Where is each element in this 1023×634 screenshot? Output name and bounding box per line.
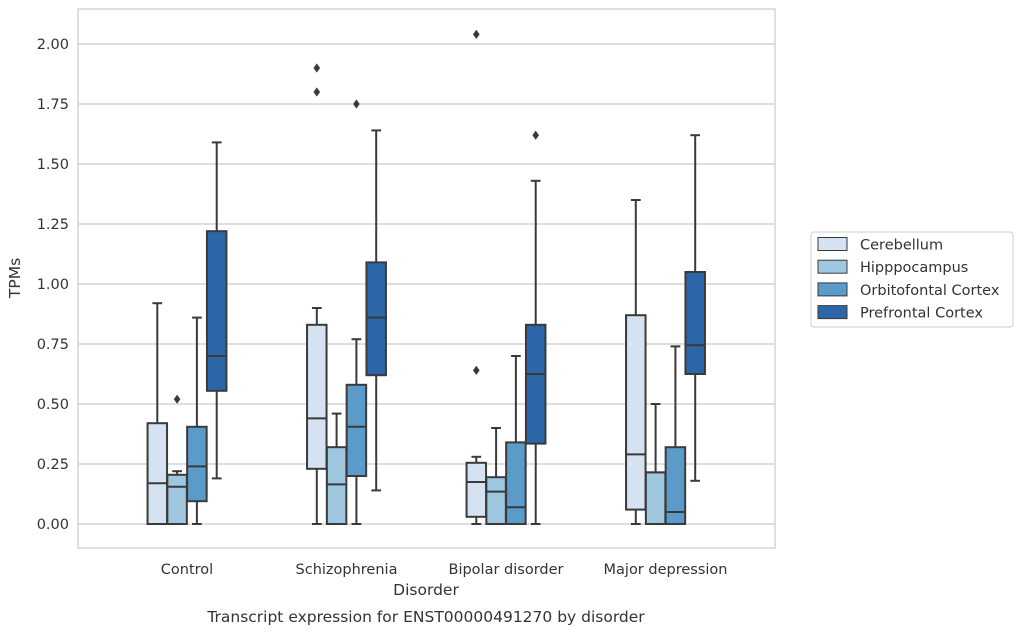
box-body [166,473,188,525]
boxes [146,29,706,526]
box-body [485,476,507,526]
legend-label: Prefrontal Cortex [860,306,983,322]
box-body [345,383,368,477]
y-tick-label: 1.00 [37,277,69,293]
box-body [325,446,348,526]
legend-label: Orbitofontal Cortex [860,283,1000,299]
y-tick-label: 1.75 [37,97,69,113]
box-body [524,323,547,445]
outlier-marker [313,87,321,97]
x-tick-label: Bipolar disorder [449,562,564,578]
outlier-marker [532,130,540,140]
legend: Cerebellum Hipppocampus Orbitofontal Corte… [810,231,1014,328]
box-prefrontal-cortex [684,134,706,482]
box-hipppocampus [485,427,507,526]
outlier-marker [472,365,480,375]
box-body [205,230,228,392]
box-orbitofontal-cortex [186,316,208,525]
legend-swatch [817,282,848,297]
box-hipppocampus [166,394,188,525]
box-body [306,323,328,470]
legend-frame [810,231,1014,328]
box-cerebellum [146,302,169,526]
y-tick-label: 1.50 [37,157,69,173]
outlier-marker [313,63,321,73]
legend-label: Hipppocampus [860,260,968,276]
box-prefrontal-cortex [365,129,387,492]
box-orbitofontal-cortex [664,345,687,526]
y-tick-label: 0.50 [37,397,69,413]
box-orbitofontal-cortex [505,355,527,525]
y-tick-label: 0.25 [37,457,69,473]
y-tick-label: 1.25 [37,217,69,233]
outlier-marker [353,99,360,109]
outlier-marker [173,394,181,404]
box-hipppocampus [325,412,348,526]
x-tick-label: Schizophrenia [296,562,398,578]
box-orbitofontal-cortex [345,99,368,525]
legend-label: Cerebellum [860,238,943,254]
y-tick-label: 0.00 [37,517,69,533]
y-tick-labels: 0.00 0.25 0.50 0.75 1.00 1.25 1.50 1.75 2.00 [37,37,69,533]
box-body [505,441,527,525]
legend-swatch [817,237,848,251]
legend-swatch [817,305,848,320]
box-body [365,261,387,377]
legend-swatch [817,259,848,274]
chart-caption: Transcript expression for ENST0000049127… [206,608,645,626]
box-prefrontal-cortex [205,141,228,480]
y-axis-title: TPMs [6,258,24,299]
x-tick-label: Control [161,562,213,578]
box-body [186,425,208,503]
box-body [146,422,169,526]
y-tick-label: 0.75 [37,337,69,353]
box-body [644,471,667,525]
box-body [684,271,706,375]
plot-frame [77,8,776,549]
outlier-marker [472,29,480,39]
box-cerebellum [625,199,647,525]
box-cerebellum [306,63,328,525]
box-cerebellum [465,29,488,525]
x-tick-label: Major depression [604,562,728,578]
box-body [465,461,488,518]
x-axis-title: Disorder [393,581,459,599]
x-tick-labels: Control Schizophrenia Bipolar disorder Majo… [161,562,728,578]
box-body [664,446,687,526]
y-tick-label: 2.00 [37,37,69,53]
box-prefrontal-cortex [524,130,547,525]
box-body [625,314,647,511]
